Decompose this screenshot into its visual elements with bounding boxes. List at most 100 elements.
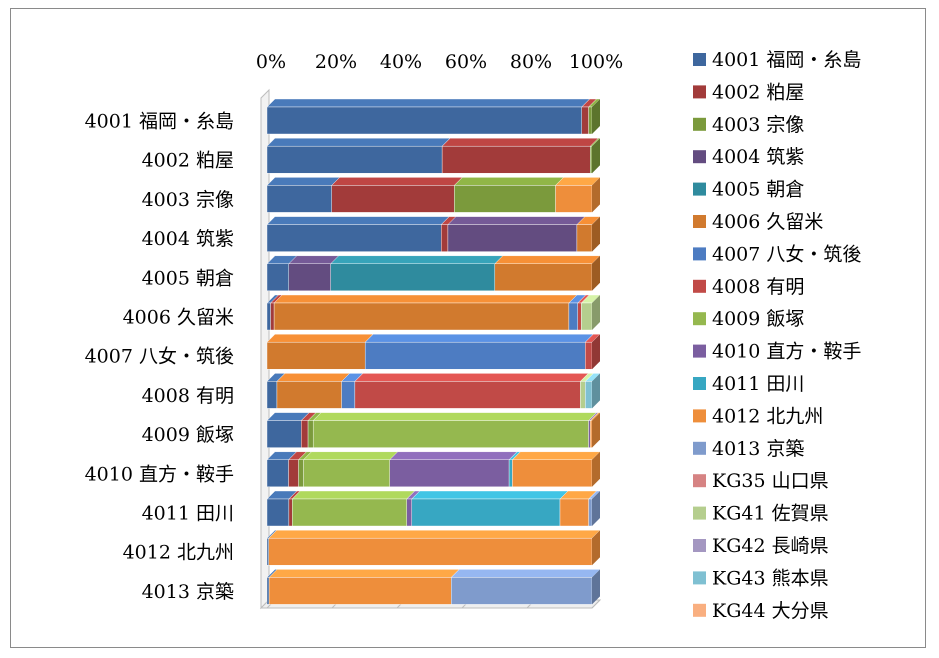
bar-segment-top bbox=[302, 451, 399, 460]
legend-swatch bbox=[693, 85, 706, 99]
bar-segment-top bbox=[453, 177, 565, 186]
chart-frame bbox=[10, 8, 926, 648]
legend-label: 4009 飯塚 bbox=[712, 308, 804, 330]
bar-segment bbox=[581, 302, 593, 331]
bar-segment bbox=[268, 577, 452, 605]
legend-label: 4007 八女・筑後 bbox=[712, 243, 861, 265]
bar-segment bbox=[266, 498, 290, 527]
bar-segment bbox=[577, 302, 582, 331]
bar-segment-top bbox=[268, 530, 601, 539]
legend-label: KG35 山口県 bbox=[712, 470, 829, 492]
legend-label: 4010 直方・鞍手 bbox=[712, 341, 861, 363]
bar-segment bbox=[288, 498, 293, 527]
legend-label: 4006 久留米 bbox=[712, 211, 823, 233]
legend-swatch bbox=[693, 215, 706, 228]
bar-segment bbox=[588, 420, 591, 448]
legend-swatch bbox=[693, 377, 706, 390]
bar-segment-top bbox=[288, 255, 340, 264]
bar-segment bbox=[576, 224, 593, 252]
bar-segment bbox=[268, 538, 593, 566]
bar-segment bbox=[266, 185, 332, 213]
bar-end-cap bbox=[592, 295, 600, 330]
legend-swatch bbox=[693, 539, 706, 552]
bar-segment-top bbox=[389, 451, 518, 460]
bar-segment bbox=[266, 538, 269, 566]
legend-swatch bbox=[693, 53, 706, 66]
bar-segment-top bbox=[273, 294, 578, 304]
bar-segment bbox=[266, 302, 271, 331]
bar-end-cap bbox=[592, 255, 600, 291]
legend-swatch bbox=[693, 279, 706, 293]
bar-group bbox=[266, 137, 601, 174]
bar-segment bbox=[451, 577, 593, 605]
bar-segment bbox=[288, 263, 331, 291]
bar-segment-top bbox=[447, 216, 586, 225]
legend-label: 4008 有明 bbox=[712, 276, 804, 298]
bar-end-cap bbox=[592, 451, 600, 487]
bar-segment-top bbox=[441, 137, 599, 147]
bar-group bbox=[266, 569, 601, 605]
bar-segment bbox=[447, 224, 578, 252]
bar-segment bbox=[441, 145, 591, 174]
category-label: 4003 宗像 bbox=[142, 189, 234, 211]
category-label: 4010 直方・鞍手 bbox=[85, 463, 234, 485]
category-label: 4001 福岡・糸島 bbox=[85, 111, 234, 133]
bar-end-cap bbox=[592, 99, 600, 134]
bar-segment-top bbox=[266, 98, 591, 108]
bar-group bbox=[266, 255, 601, 291]
bar-segment-top bbox=[411, 490, 569, 500]
bar-segment-top bbox=[494, 255, 601, 264]
bar-segment bbox=[555, 185, 593, 213]
bar-group bbox=[266, 490, 601, 527]
legend-label: 4005 朝倉 bbox=[712, 179, 804, 201]
bar-segment bbox=[266, 106, 582, 135]
bar-end-cap bbox=[592, 491, 600, 526]
legend-label: KG43 熊本県 bbox=[712, 567, 829, 589]
bar-group bbox=[266, 334, 601, 370]
legend-label: 4011 田川 bbox=[712, 373, 804, 395]
bar-end-cap bbox=[592, 177, 600, 213]
bar-segment-top bbox=[291, 490, 416, 500]
legend-swatch bbox=[693, 506, 706, 520]
bar-segment-top bbox=[331, 177, 463, 186]
bar-segment bbox=[330, 263, 496, 291]
bar-segment bbox=[298, 459, 304, 487]
x-tick-mark bbox=[591, 599, 601, 609]
bar-group bbox=[266, 98, 601, 135]
x-tick-label: 20% bbox=[315, 51, 357, 73]
bar-segment bbox=[331, 185, 455, 213]
bar-segment bbox=[266, 420, 302, 448]
bar-segment bbox=[588, 498, 593, 527]
bar-segment bbox=[266, 459, 289, 487]
bar-segment-top bbox=[266, 216, 450, 225]
legend-swatch bbox=[693, 409, 706, 423]
bar-segment-top bbox=[330, 255, 504, 264]
category-labels: 4001 福岡・糸島 4002 粕屋 4003 宗像 4004 筑紫 4005 朝倉 40… bbox=[85, 111, 234, 603]
legend-swatch bbox=[693, 474, 706, 488]
bar-segment bbox=[494, 263, 593, 291]
legend-label: KG44 大分県 bbox=[712, 600, 829, 622]
bar-segment bbox=[389, 459, 510, 487]
bar-segment bbox=[406, 498, 413, 527]
bar-segment bbox=[580, 381, 586, 409]
bar-group bbox=[266, 373, 601, 409]
bar-segment bbox=[590, 420, 593, 448]
bar-segment bbox=[354, 381, 581, 409]
bar-segment bbox=[581, 106, 589, 135]
legend-label: 4003 宗像 bbox=[712, 114, 804, 136]
legend-swatch bbox=[693, 182, 706, 196]
bar-end-cap bbox=[592, 412, 600, 448]
bars bbox=[266, 98, 601, 605]
legend-label: 4012 北九州 bbox=[712, 405, 823, 427]
bar-end-cap bbox=[592, 373, 600, 409]
legend: 4001 福岡・糸島 4002 粕屋 4003 宗像 4004 筑紫 4005 朝倉 40… bbox=[693, 49, 861, 622]
bar-segment bbox=[266, 263, 289, 291]
bar-segment-top bbox=[364, 334, 594, 343]
bar-segment-top bbox=[354, 373, 589, 382]
bar-segment bbox=[411, 498, 561, 527]
legend-label: 4002 粕屋 bbox=[712, 81, 804, 103]
bar-segment bbox=[568, 302, 578, 331]
bar-segment-top bbox=[266, 137, 451, 147]
category-label: 4013 京築 bbox=[142, 581, 234, 603]
legend-swatch bbox=[693, 571, 706, 585]
